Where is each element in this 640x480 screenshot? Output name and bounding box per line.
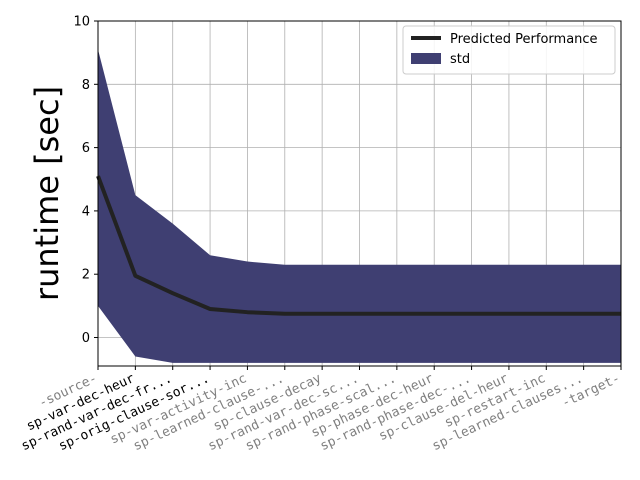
y-tick-label: 2	[82, 268, 90, 283]
y-tick-label: 6	[82, 141, 90, 156]
y-tick-label: 4	[82, 204, 90, 219]
legend-label-std: std	[450, 52, 470, 67]
legend-box	[402, 25, 616, 75]
x-ticks: -source-sp-var-dec-heursp-rand-var-dec-f…	[19, 366, 623, 454]
y-tick-label: 0	[82, 331, 90, 346]
std-band	[98, 49, 621, 363]
y-axis-label: runtime [sec]	[28, 86, 66, 301]
std-band-layer	[98, 49, 621, 363]
y-tick-label: 10	[73, 15, 90, 30]
legend-band-swatch	[411, 53, 441, 64]
y-tick-label: 8	[82, 78, 90, 93]
y-ticks: 0 2 4 6 8 10	[73, 15, 98, 346]
legend: Predicted Performance std	[402, 25, 616, 75]
legend-label-predicted: Predicted Performance	[450, 32, 598, 47]
